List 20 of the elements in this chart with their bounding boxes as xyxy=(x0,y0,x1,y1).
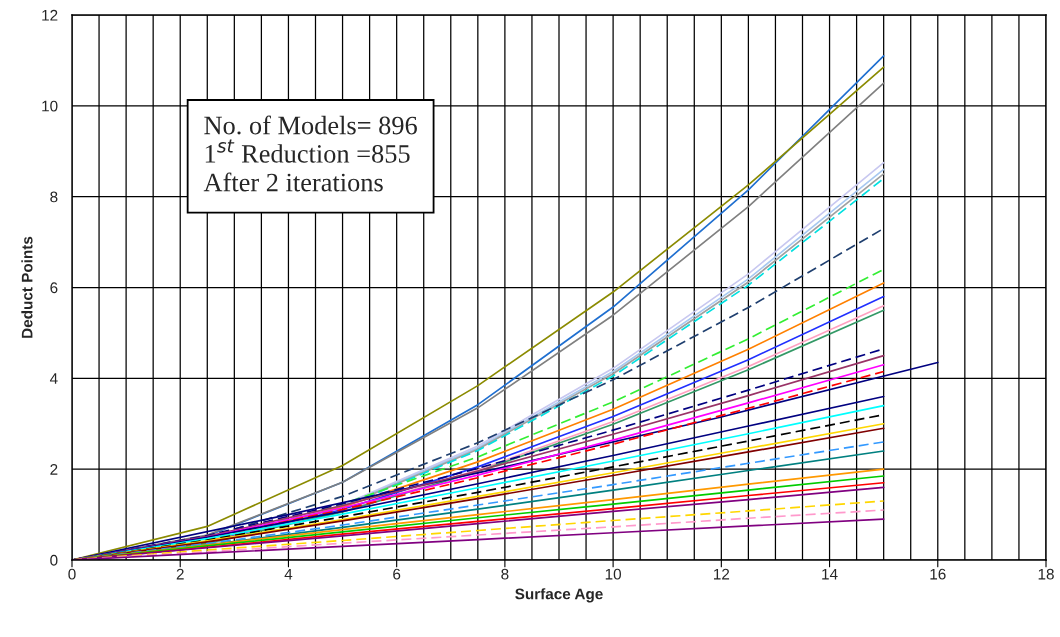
annotation: No. of Models= 896 1$^{st}$ Reduction =855 After 2 iterations xyxy=(203,115,417,192)
y-axis-title: Deduct Points xyxy=(21,236,33,338)
x-tick-label: 12 xyxy=(714,568,730,580)
y-tick-label: 0 xyxy=(50,554,58,566)
x-tick-label: 18 xyxy=(1038,568,1054,580)
x-tick-label: 10 xyxy=(605,568,622,580)
y-tick-label: 6 xyxy=(50,282,58,294)
y-tick-label: 4 xyxy=(49,373,58,384)
x-axis-title: Surface Age xyxy=(515,588,603,603)
y-tick-label: 10 xyxy=(42,100,58,112)
x-tick-label: 14 xyxy=(822,568,838,580)
x-tick-label: 4 xyxy=(284,568,293,580)
x-tick-label: 2 xyxy=(176,568,184,580)
y-tick-label: 12 xyxy=(42,9,58,21)
x-tick-label: 16 xyxy=(930,568,946,580)
x-tick-label: 6 xyxy=(393,568,401,580)
y-tick-label: 8 xyxy=(50,191,58,203)
x-tick-label: 8 xyxy=(501,568,509,580)
x-tick-label: 0 xyxy=(68,568,76,580)
y-tick-label: 2 xyxy=(50,464,58,475)
